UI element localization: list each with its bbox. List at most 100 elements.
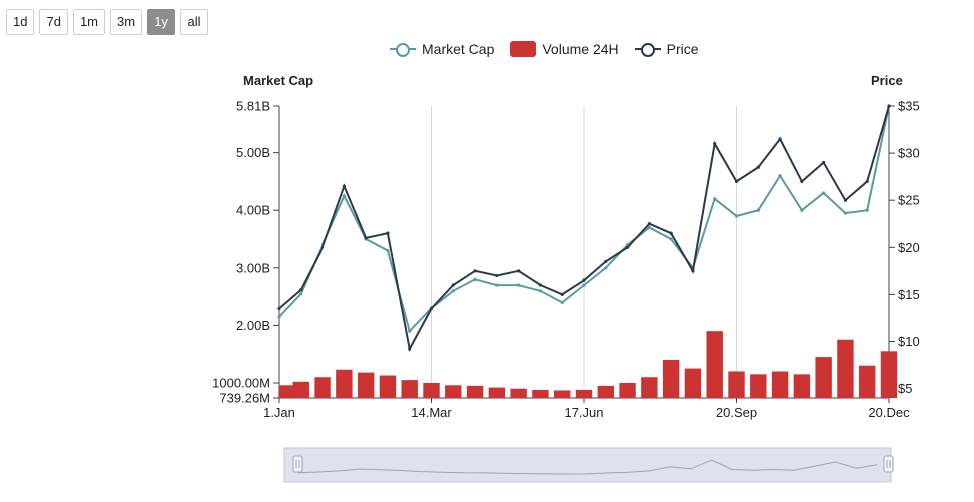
market-cap-point bbox=[865, 208, 869, 212]
price-point bbox=[625, 245, 630, 249]
price-point bbox=[734, 179, 739, 183]
x-tick-label: 14.Mar bbox=[411, 405, 452, 420]
price-point bbox=[713, 142, 717, 146]
volume-bar bbox=[815, 357, 832, 398]
price-point bbox=[887, 104, 891, 108]
range-button-7d[interactable]: 7d bbox=[39, 9, 68, 35]
range-button-1y[interactable]: 1y bbox=[147, 9, 176, 35]
market-cap-point bbox=[734, 214, 739, 218]
market-cap-point bbox=[647, 225, 651, 230]
price-point bbox=[822, 160, 826, 165]
volume-bar bbox=[880, 351, 898, 398]
volume-bar bbox=[292, 381, 309, 398]
market-cap-point bbox=[277, 315, 281, 319]
legend-item-volume[interactable]: Volume 24H bbox=[510, 41, 619, 57]
market-cap-point bbox=[386, 248, 390, 253]
market-cap-point bbox=[451, 289, 455, 293]
price-point bbox=[364, 236, 368, 240]
range-button-1d[interactable]: 1d bbox=[6, 9, 35, 35]
price-point bbox=[669, 231, 673, 235]
market-cap-point bbox=[517, 283, 521, 287]
left-tick-label: 5.81B bbox=[236, 99, 270, 114]
volume-bar bbox=[423, 382, 440, 398]
volume-bar bbox=[793, 374, 811, 398]
range-button-all[interactable]: all bbox=[180, 9, 209, 35]
market-cap-point bbox=[560, 300, 564, 304]
volume-bar bbox=[488, 387, 506, 398]
price-point bbox=[800, 179, 804, 183]
x-tick-label: 20.Dec bbox=[868, 405, 910, 420]
legend-item-market-cap[interactable]: Market Cap bbox=[390, 41, 494, 57]
volume-bar bbox=[771, 371, 789, 398]
right-tick-label: $25 bbox=[898, 193, 920, 208]
market-cap-point bbox=[582, 283, 586, 287]
right-tick-label: $20 bbox=[898, 240, 920, 255]
market-cap-point bbox=[408, 329, 412, 333]
price-point bbox=[386, 231, 390, 235]
volume-bar bbox=[684, 368, 702, 398]
price-point bbox=[451, 283, 455, 287]
volume-bar bbox=[554, 390, 571, 398]
right-tick-label: $15 bbox=[898, 287, 920, 302]
legend-label: Market Cap bbox=[422, 41, 495, 57]
market-cap-point bbox=[778, 174, 782, 178]
market-cap-point bbox=[538, 289, 543, 293]
range-button-3m[interactable]: 3m bbox=[110, 9, 143, 35]
navigator-handle-right[interactable] bbox=[883, 455, 894, 473]
price-point bbox=[342, 184, 346, 188]
price-point bbox=[756, 165, 760, 169]
volume-legend-icon bbox=[510, 41, 537, 57]
price-point bbox=[408, 347, 412, 351]
volume-bar bbox=[532, 389, 549, 398]
volume-bar bbox=[837, 339, 854, 398]
volume-bar bbox=[314, 377, 331, 398]
volume-bar bbox=[401, 380, 418, 398]
volume-bar bbox=[279, 385, 296, 398]
right-axis-title: Price bbox=[871, 73, 903, 88]
left-tick-label: 3.00B bbox=[236, 260, 270, 275]
market-cap-point bbox=[822, 191, 826, 195]
market-cap-point bbox=[713, 197, 717, 201]
left-axis-title: Market Cap bbox=[243, 73, 314, 88]
left-tick-label: 4.00B bbox=[236, 203, 270, 218]
right-tick-label: $5 bbox=[898, 381, 912, 396]
right-tick-label: $30 bbox=[898, 146, 920, 161]
price-point bbox=[517, 269, 521, 273]
right-tick-label: $35 bbox=[898, 99, 920, 114]
volume-bar bbox=[750, 374, 767, 398]
navigator-handle-left[interactable] bbox=[292, 455, 303, 473]
chart-legend: Market Cap Volume 24H Price bbox=[390, 41, 699, 57]
price-point bbox=[560, 292, 564, 296]
market-cap-point bbox=[669, 237, 673, 241]
price-point bbox=[582, 278, 586, 282]
price-point bbox=[865, 179, 869, 183]
volume-bar bbox=[466, 385, 484, 398]
volume-bar bbox=[357, 372, 375, 398]
volume-bar bbox=[445, 385, 462, 398]
right-tick-label: $10 bbox=[898, 334, 920, 349]
x-tick-label: 17.Jun bbox=[564, 405, 603, 420]
market-cap-point bbox=[843, 211, 848, 215]
legend-item-price[interactable]: Price bbox=[634, 41, 699, 57]
volume-bar bbox=[706, 331, 723, 398]
price-legend-icon bbox=[634, 41, 661, 57]
range-button-1m[interactable]: 1m bbox=[72, 9, 105, 35]
price-point bbox=[843, 198, 848, 202]
left-tick-label: 5.00B bbox=[236, 145, 270, 160]
volume-bar bbox=[859, 365, 876, 398]
price-point bbox=[429, 306, 434, 311]
price-point bbox=[538, 283, 543, 287]
navigator-series-line bbox=[297, 459, 878, 475]
x-tick-label: 20.Sep bbox=[716, 405, 757, 420]
legend-label: Volume 24H bbox=[542, 41, 619, 57]
left-tick-label: 1000.00M bbox=[212, 375, 270, 390]
navigator-window[interactable] bbox=[284, 448, 891, 482]
navigator-track bbox=[283, 447, 892, 483]
legend-label: Price bbox=[666, 41, 699, 57]
x-tick-label: 1.Jan bbox=[263, 405, 295, 420]
price-point bbox=[691, 269, 695, 273]
price-point bbox=[647, 222, 651, 226]
price-point bbox=[299, 288, 303, 292]
market-cap-point bbox=[473, 277, 477, 281]
